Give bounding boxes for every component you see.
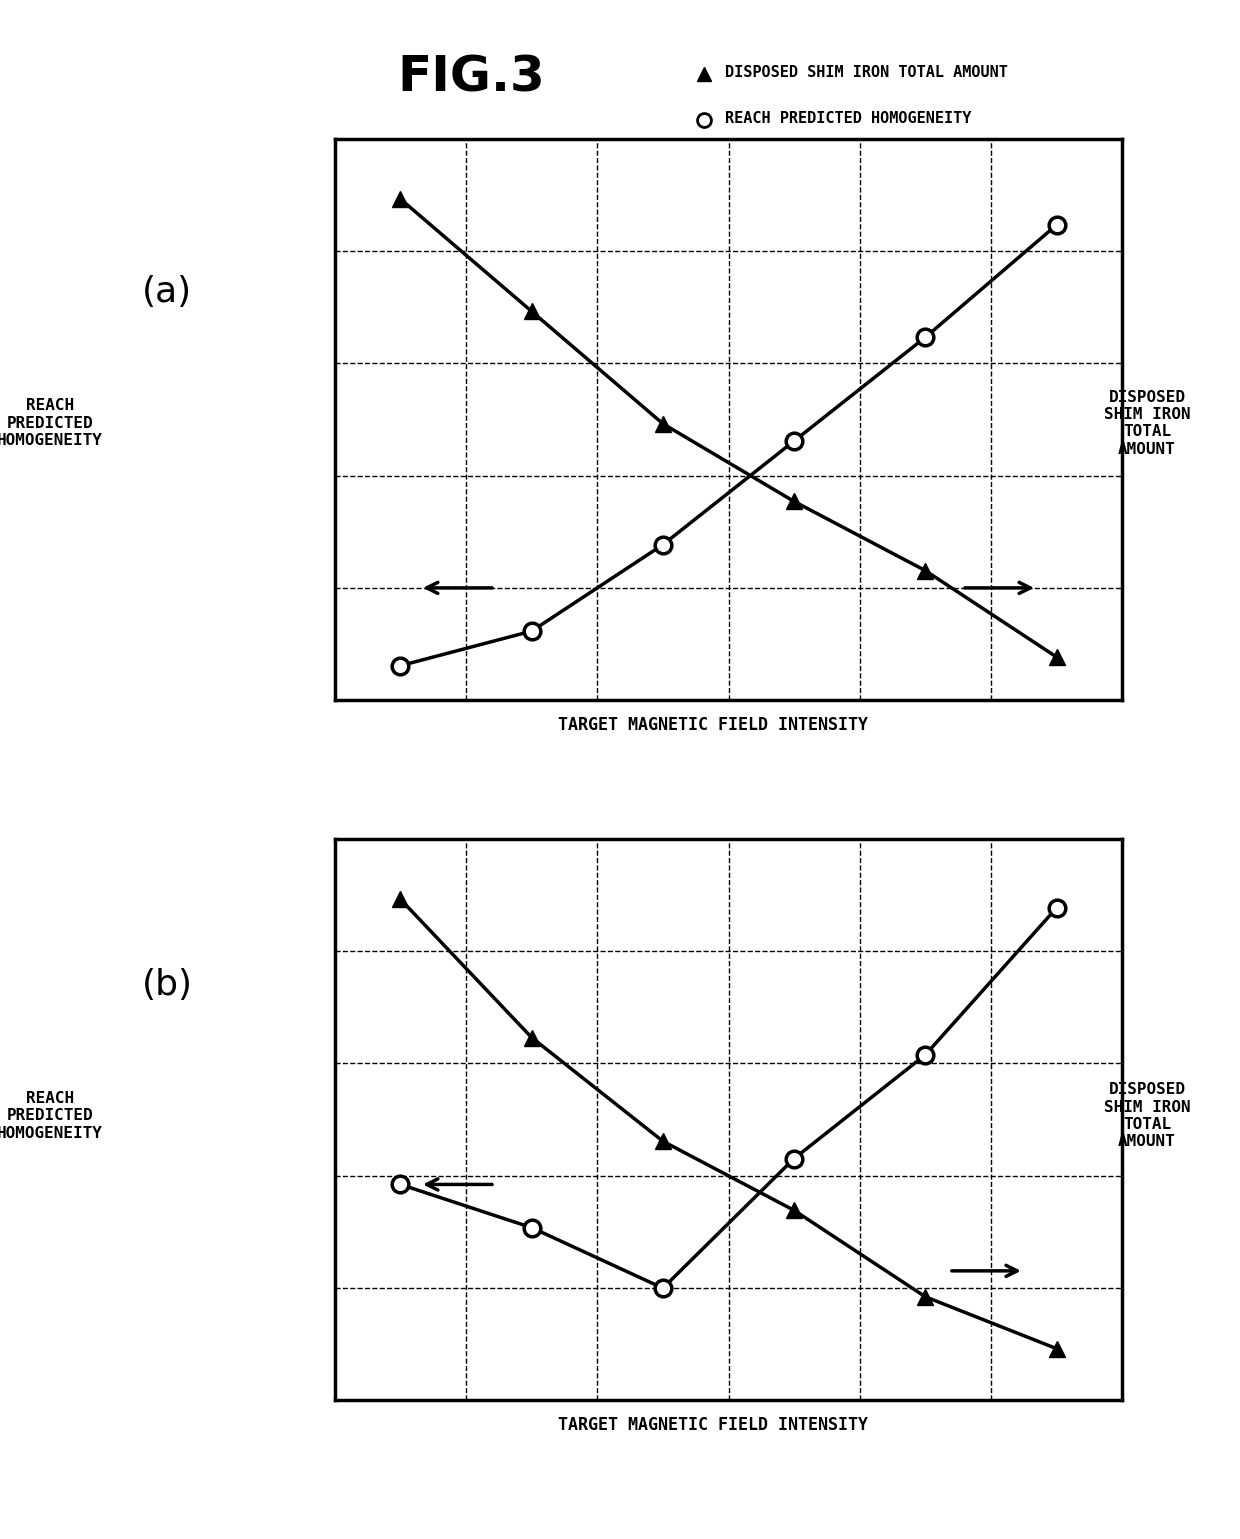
Text: REACH
PREDICTED
HOMOGENEITY: REACH PREDICTED HOMOGENEITY xyxy=(0,1091,103,1140)
Text: (b): (b) xyxy=(141,968,193,1002)
Text: TARGET MAGNETIC FIELD INTENSITY: TARGET MAGNETIC FIELD INTENSITY xyxy=(558,1416,868,1434)
Text: DISPOSED
SHIM IRON
TOTAL
AMOUNT: DISPOSED SHIM IRON TOTAL AMOUNT xyxy=(1104,1082,1190,1150)
Text: TARGET MAGNETIC FIELD INTENSITY: TARGET MAGNETIC FIELD INTENSITY xyxy=(558,716,868,734)
Text: FIG.3: FIG.3 xyxy=(397,54,546,102)
Text: DISPOSED SHIM IRON TOTAL AMOUNT: DISPOSED SHIM IRON TOTAL AMOUNT xyxy=(725,65,1008,80)
Text: DISPOSED
SHIM IRON
TOTAL
AMOUNT: DISPOSED SHIM IRON TOTAL AMOUNT xyxy=(1104,389,1190,457)
Text: REACH PREDICTED HOMOGENEITY: REACH PREDICTED HOMOGENEITY xyxy=(725,111,972,126)
Text: REACH
PREDICTED
HOMOGENEITY: REACH PREDICTED HOMOGENEITY xyxy=(0,399,103,448)
Text: (a): (a) xyxy=(143,275,192,309)
